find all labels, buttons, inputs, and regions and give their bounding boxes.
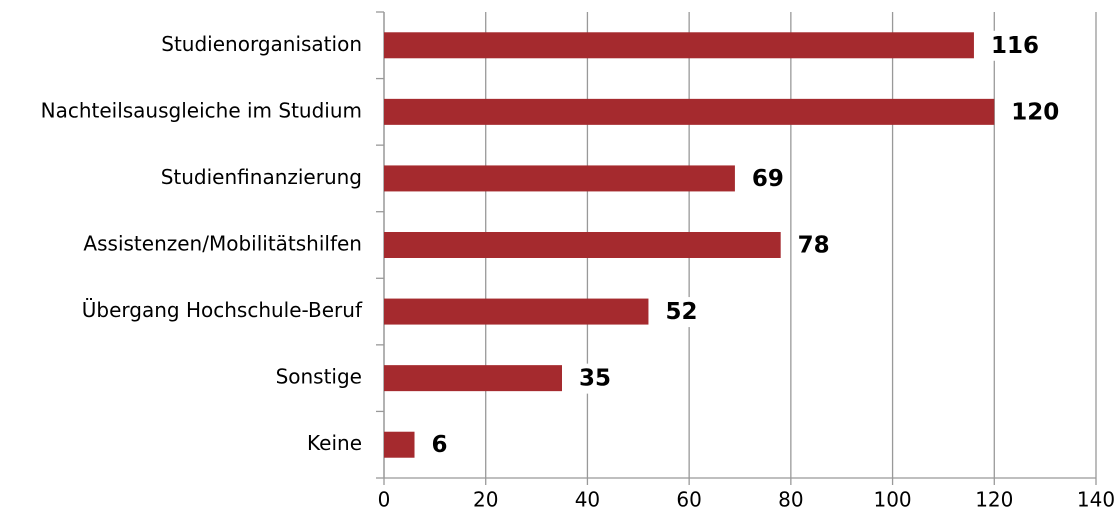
x-tick-label: 60 xyxy=(676,488,701,512)
bar xyxy=(384,32,974,59)
x-tick-label: 120 xyxy=(975,488,1013,512)
category-label: Assistenzen/Mobilitätshilfen xyxy=(83,232,362,256)
bar xyxy=(384,165,735,192)
value-label: 116 xyxy=(991,33,1039,59)
value-label: 35 xyxy=(579,366,611,392)
value-label-bg xyxy=(747,163,788,194)
value-label: 52 xyxy=(665,299,697,325)
bar xyxy=(384,365,562,392)
x-tick-label: 80 xyxy=(778,488,803,512)
bar xyxy=(384,431,415,458)
bar xyxy=(384,232,781,258)
category-label: Übergang Hochschule-Beruf xyxy=(82,298,363,322)
category-label: Studienfinanzierung xyxy=(161,165,362,189)
x-tick-label: 20 xyxy=(473,488,498,512)
category-label: Keine xyxy=(307,431,362,455)
value-label: 6 xyxy=(432,432,448,458)
x-tick-label: 40 xyxy=(575,488,600,512)
value-label: 120 xyxy=(1011,99,1059,125)
value-label: 69 xyxy=(752,166,784,192)
category-label: Nachteilsausgleiche im Studium xyxy=(41,98,362,122)
category-label: Sonstige xyxy=(276,365,362,389)
value-label-bg xyxy=(793,230,834,261)
category-label: Studienorganisation xyxy=(161,32,362,56)
x-tick-label: 140 xyxy=(1077,488,1115,512)
value-label-bg xyxy=(986,30,1043,61)
x-tick-label: 0 xyxy=(378,488,391,512)
x-tick-label: 100 xyxy=(873,488,911,512)
bar xyxy=(384,98,995,125)
value-label-bg xyxy=(575,363,616,394)
value-label: 78 xyxy=(798,233,830,259)
value-label-bg xyxy=(427,430,452,461)
value-label-bg xyxy=(661,297,702,328)
value-label-bg xyxy=(1007,97,1064,128)
bar xyxy=(384,298,649,325)
